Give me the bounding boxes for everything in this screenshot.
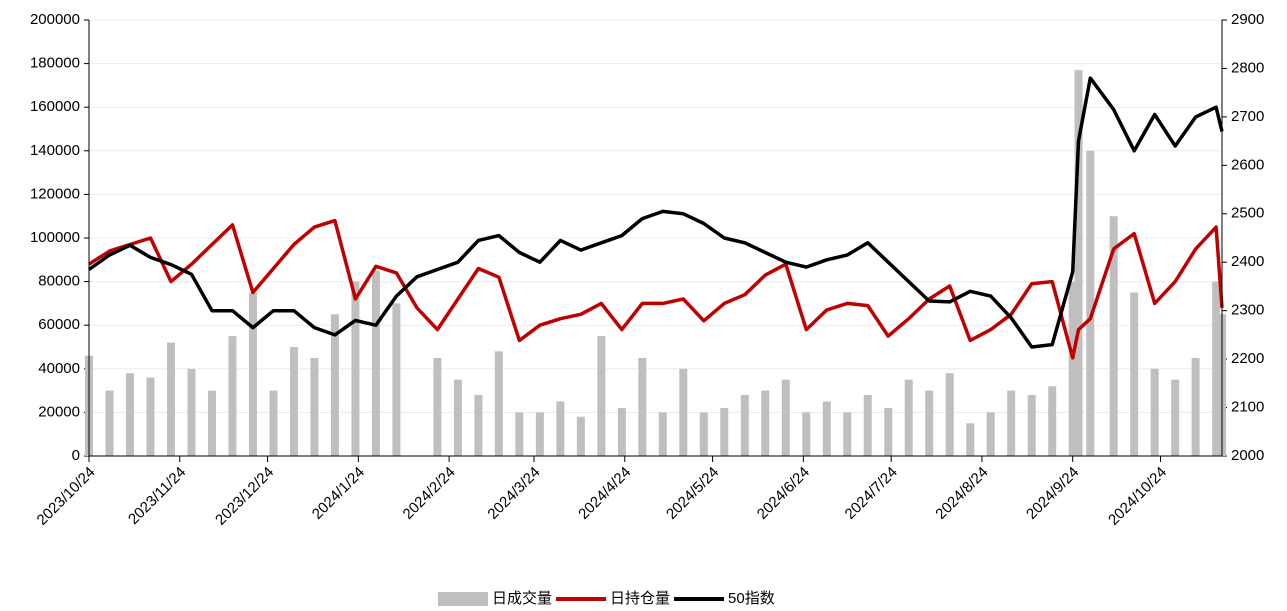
bar [720,408,729,456]
x-tick-label: 2024/7/24 [842,464,901,523]
bar [494,351,503,456]
bar [740,394,749,456]
y-tick-label: 160000 [30,98,80,115]
bar [1150,368,1159,456]
bar [945,373,954,456]
bar [125,373,134,456]
legend-label: 日持仓量 [610,590,670,607]
x-tick-label: 2024/5/24 [663,464,722,523]
bar [228,336,237,456]
y2-tick-label: 2500 [1231,205,1264,222]
bar [433,357,442,456]
bar [802,412,811,456]
bar [1086,150,1095,457]
y-tick-label: 20000 [38,403,80,420]
bar [658,412,667,456]
bar [925,390,934,456]
bar [289,347,298,456]
bar [904,379,913,456]
y-tick-label: 80000 [38,273,80,290]
bar [371,270,380,456]
bar [966,423,975,456]
bar [986,412,995,456]
legend-swatch [438,592,488,606]
line [88,218,1224,360]
x-tick-label: 2023/11/24 [125,464,189,528]
x-tick-label: 2024/8/24 [932,464,991,523]
x-tick-label: 2024/10/24 [1105,464,1170,529]
bar [1109,216,1118,456]
y2-tick-label: 2100 [1231,399,1264,416]
y2-tick-label: 2200 [1231,350,1264,367]
bar [699,412,708,456]
bar [146,377,155,456]
bar [515,412,524,456]
bar [822,401,831,456]
legend-label: 日成交量 [492,589,552,607]
bar [166,342,175,456]
bar [248,292,257,456]
y-tick-label: 0 [72,447,80,464]
x-tick-label: 2024/1/24 [309,464,368,523]
bar [1191,357,1200,456]
bar [1212,281,1221,456]
y2-tick-label: 2700 [1231,108,1264,125]
bar [617,408,626,456]
y2-tick-label: 2900 [1231,11,1264,28]
bar [781,379,790,456]
y-tick-label: 200000 [30,11,80,28]
y2-tick-label: 2000 [1231,447,1264,464]
bar [207,390,216,456]
bar [310,357,319,456]
y-tick-label: 100000 [30,229,80,246]
legend-label: 50指数 [728,590,775,607]
bar [330,314,339,456]
y-tick-label: 120000 [30,185,80,202]
x-tick-label: 2024/9/24 [1023,464,1082,523]
bar [679,368,688,456]
bar [1130,292,1139,456]
bar [351,281,360,456]
bar [105,390,114,456]
bar [597,336,606,456]
bar [1068,281,1077,456]
x-tick-label: 2024/6/24 [754,464,813,523]
y2-tick-label: 2600 [1231,156,1264,173]
bar [638,357,647,456]
x-tick-label: 2024/4/24 [575,464,634,523]
bar [576,416,585,456]
y2-tick-label: 2400 [1231,253,1264,270]
bar [556,401,565,456]
bar [1007,390,1016,456]
bar [1171,379,1180,456]
bar [187,368,196,456]
bar [474,394,483,456]
x-tick-label: 2023/10/24 [34,464,99,529]
y2-tick-label: 2300 [1231,302,1264,319]
bar [453,379,462,456]
bar [1048,386,1057,456]
bar [863,394,872,456]
y-tick-label: 40000 [38,360,80,377]
y-tick-label: 140000 [30,142,80,159]
x-tick-label: 2023/12/24 [212,464,277,529]
bar [1027,394,1036,456]
bar [392,303,401,456]
line [87,76,1224,349]
x-tick-label: 2024/2/24 [400,464,459,523]
y2-tick-label: 2800 [1231,59,1264,76]
y-tick-label: 60000 [38,316,80,333]
bar [761,390,770,456]
bar [269,390,278,456]
x-tick-label: 2024/3/24 [484,464,543,523]
bar [843,412,852,456]
bar [535,412,544,456]
bar [1074,70,1083,456]
y-tick-label: 180000 [30,55,80,72]
bar [884,408,893,456]
